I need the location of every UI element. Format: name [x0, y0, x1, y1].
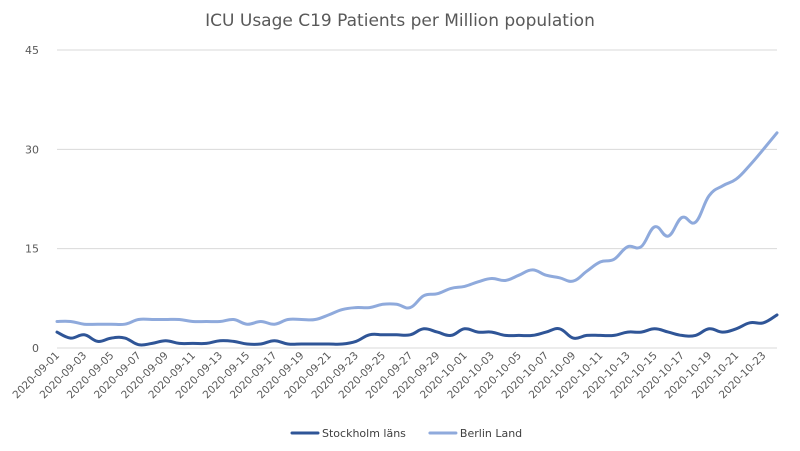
series-lines: [55, 131, 779, 347]
legend: Stockholm läns Berlin Land: [290, 427, 522, 440]
legend-label: Stockholm läns: [322, 427, 406, 440]
y-axis-tick-labels: 0 15 30 45: [25, 44, 39, 355]
y-tick-label: 15: [25, 243, 39, 256]
series-line-berlin-land: [55, 131, 779, 327]
x-axis: 2020-09-012020-09-032020-09-052020-09-07…: [10, 350, 768, 402]
series-line-stockholm-l-ns: [55, 313, 779, 347]
y-tick-label: 30: [25, 143, 39, 156]
chart-title: ICU Usage C19 Patients per Million popul…: [205, 11, 595, 31]
y-tick-label: 45: [25, 44, 39, 57]
legend-label: Berlin Land: [460, 427, 522, 440]
y-tick-label: 0: [32, 342, 39, 355]
gridlines: [57, 49, 777, 349]
